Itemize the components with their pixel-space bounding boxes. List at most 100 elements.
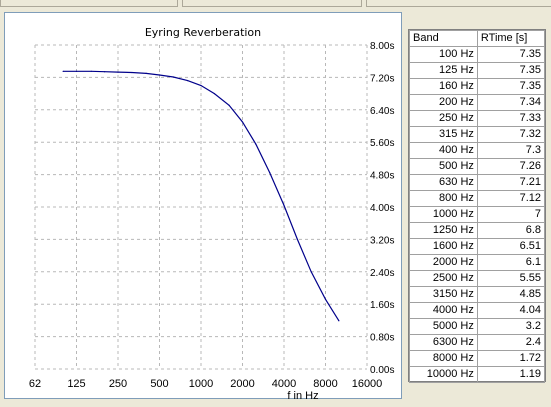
data-point (131, 71, 133, 74)
window-tab-right[interactable] (366, 0, 551, 7)
data-point (75, 70, 78, 72)
x-tick-label: 4000 (272, 378, 296, 390)
table-row[interactable]: 5000 Hz 3.2 (409, 318, 546, 335)
table-row[interactable]: 2000 Hz 6.1 (409, 254, 546, 271)
data-point (62, 70, 64, 72)
table-header-row: Band RTime [s] (409, 30, 546, 47)
table-row[interactable]: 1600 Hz 6.51 (409, 238, 546, 255)
table-row[interactable]: 2500 Hz 5.55 (409, 270, 546, 287)
y-tick-label: 1.60s (370, 300, 394, 311)
rtime-cell: 6.8 (476, 222, 546, 239)
rtime-cell: 6.51 (476, 238, 546, 255)
table-row[interactable]: 1000 Hz 7 (409, 206, 546, 223)
band-cell: 1600 Hz (409, 238, 478, 255)
data-point (90, 70, 92, 72)
data-point (269, 171, 271, 174)
data-point (158, 74, 161, 76)
band-cell: 800 Hz (409, 190, 478, 207)
y-tick-label: 3.20s (370, 235, 394, 246)
rtime-cell: 7.21 (476, 174, 546, 191)
table-row[interactable]: 315 Hz 7.32 (409, 126, 546, 143)
rtime-cell: 1.72 (476, 350, 546, 367)
rtime-cell: 6.1 (476, 254, 546, 271)
x-tick-label: 62 (29, 378, 41, 390)
band-cell: 4000 Hz (409, 302, 478, 319)
band-cell: 1000 Hz (409, 206, 478, 223)
x-tick-label: 2000 (230, 378, 254, 390)
data-point (241, 121, 244, 123)
rtime-cell: 7.34 (476, 94, 546, 111)
rtime-cell: 7.32 (476, 126, 546, 143)
band-cell: 1250 Hz (409, 222, 478, 239)
band-cell: 400 Hz (409, 142, 478, 159)
band-cell: 315 Hz (409, 126, 478, 143)
band-cell: 630 Hz (409, 174, 478, 191)
data-point (324, 298, 327, 300)
chart-panel: Eyring Reverberation 0.00s 0.80s 1.60s 2.40… (4, 12, 402, 400)
rtime-cell: 3.2 (476, 318, 546, 335)
chart-title: Eyring Reverberation (144, 26, 262, 39)
y-tick-label: 4.80s (370, 171, 394, 182)
band-cell: 8000 Hz (409, 350, 478, 367)
y-tick-label: 5.60s (370, 138, 394, 149)
table-row[interactable]: 1250 Hz 6.8 (409, 222, 546, 239)
y-tick-label: 7.20s (370, 73, 394, 84)
rtime-cell: 7.33 (476, 110, 546, 127)
data-point (296, 238, 298, 240)
rtime-cell: 4.85 (476, 286, 546, 303)
band-cell: 100 Hz (409, 46, 478, 63)
data-point (283, 204, 285, 206)
data-point (338, 320, 340, 322)
y-tick-label: 2.40s (370, 268, 394, 279)
band-cell: 2000 Hz (409, 254, 478, 271)
table-row[interactable]: 10000 Hz 1.19 (409, 366, 546, 383)
band-cell: 10000 Hz (409, 366, 478, 383)
data-point (200, 84, 202, 87)
x-tick-label: 1000 (189, 378, 213, 390)
y-tick-label: 0.00s (370, 365, 394, 376)
band-cell: 5000 Hz (409, 318, 478, 335)
table-row[interactable]: 400 Hz 7.3 (409, 142, 546, 159)
table-row[interactable]: 250 Hz 7.33 (409, 110, 546, 127)
table-row[interactable]: 200 Hz 7.34 (409, 94, 546, 111)
table-row[interactable]: 3150 Hz 4.85 (409, 286, 546, 303)
data-point (310, 271, 312, 273)
x-tick-label: 16000 (352, 378, 383, 390)
window-tab-left[interactable] (0, 0, 178, 7)
band-cell: 2500 Hz (409, 270, 478, 287)
data-point (104, 71, 106, 73)
table-row[interactable]: 4000 Hz 4.04 (409, 302, 546, 319)
table-row[interactable]: 500 Hz 7.26 (409, 158, 546, 175)
rtime-cell: 7.26 (476, 158, 546, 175)
band-cell: 125 Hz (409, 62, 478, 79)
band-cell: 6300 Hz (409, 334, 478, 351)
rtime-cell: 7 (476, 206, 546, 223)
rtime-cell: 4.04 (476, 302, 546, 319)
rt-table: Band RTime [s] 100 Hz 7.35 125 Hz 7.35 160 H… (409, 30, 546, 383)
data-point (213, 93, 215, 95)
rtime-cell: 7.35 (476, 78, 546, 95)
table-row[interactable]: 8000 Hz 1.72 (409, 350, 546, 367)
table-row[interactable]: 100 Hz 7.35 (409, 46, 546, 63)
x-axis-label: f in Hz (287, 390, 318, 400)
y-tick-label: 4.00s (370, 203, 394, 214)
data-point (255, 143, 257, 145)
table-row[interactable]: 6300 Hz 2.4 (409, 334, 546, 351)
data-point (228, 104, 230, 106)
x-tick-label: 8000 (313, 378, 337, 390)
column-header-band[interactable]: Band (409, 30, 478, 47)
table-row[interactable]: 630 Hz 7.21 (409, 174, 546, 191)
reverberation-chart: 0.00s 0.80s 1.60s 2.40s 3.20s 4.00s 4.80s 5.60s… (29, 41, 395, 400)
rtime-cell: 7.35 (476, 46, 546, 63)
x-tick-label: 500 (150, 378, 168, 390)
band-cell: 160 Hz (409, 78, 478, 95)
table-row[interactable]: 160 Hz 7.35 (409, 78, 546, 95)
x-tick-label: 125 (67, 378, 85, 390)
band-cell: 3150 Hz (409, 286, 478, 303)
rtime-cell: 7.3 (476, 142, 546, 159)
column-header-rtime[interactable]: RTime [s] (476, 30, 546, 47)
table-row[interactable]: 800 Hz 7.12 (409, 190, 546, 207)
window-tab-middle[interactable] (182, 0, 362, 7)
table-row[interactable]: 125 Hz 7.35 (409, 62, 546, 79)
data-point (145, 72, 147, 74)
